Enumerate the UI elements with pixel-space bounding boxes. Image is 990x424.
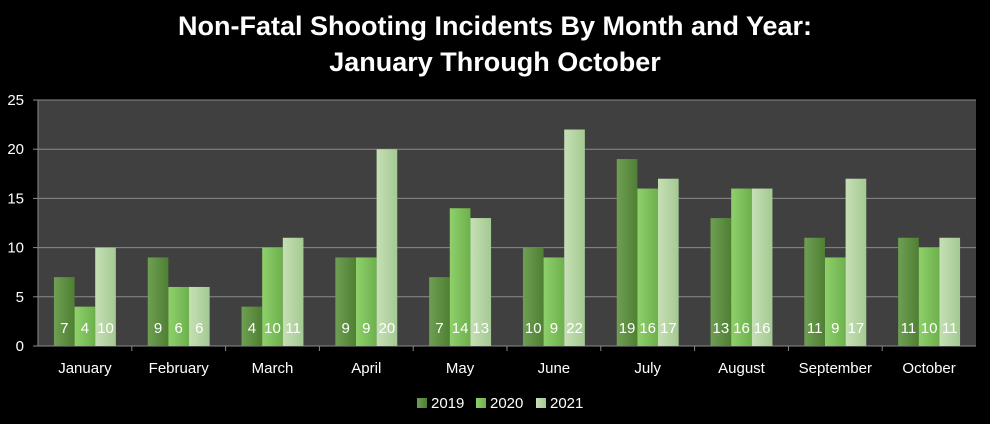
data-label: 16	[733, 320, 750, 337]
bar-2020-september	[824, 257, 846, 346]
data-label: 9	[362, 320, 370, 337]
data-label: 10	[525, 320, 542, 337]
bar-2021-march	[282, 237, 304, 346]
data-label: 9	[154, 320, 162, 337]
x-tick-label: January	[58, 360, 112, 377]
bar-2020-august	[731, 188, 752, 346]
data-label: 16	[754, 320, 771, 337]
bar-2019-february	[147, 257, 169, 346]
bar-2020-october	[918, 247, 940, 346]
legend-swatch-2021	[536, 398, 546, 408]
data-label: 11	[901, 320, 917, 337]
y-axis-ticks: 0 5 10 15 20 25	[7, 92, 38, 355]
bar-2019-may	[429, 277, 450, 346]
data-label: 7	[60, 320, 68, 337]
y-tick-label: 25	[7, 92, 24, 109]
bar-2020-july	[637, 188, 659, 346]
data-label: 20	[379, 320, 396, 337]
legend-label-2019: 2019	[431, 395, 464, 412]
bar-2019-march	[241, 306, 263, 346]
bar-2020-april	[355, 257, 377, 346]
data-label: 9	[341, 320, 349, 337]
bar-2020-may	[449, 208, 471, 346]
data-label: 4	[81, 320, 89, 337]
x-tick-label: March	[252, 360, 294, 377]
x-tick-label: August	[718, 360, 766, 377]
bar-2019-september	[804, 237, 825, 346]
data-label: 7	[435, 320, 443, 337]
bar-2021-january	[95, 247, 116, 346]
bar-2019-january	[53, 277, 75, 346]
bar-2021-october	[939, 237, 961, 346]
legend-label-2020: 2020	[490, 395, 523, 412]
chart-subtitle: January Through October	[329, 47, 661, 77]
bar-2021-july	[658, 178, 679, 346]
data-label: 17	[660, 320, 677, 337]
data-label: 14	[452, 320, 469, 337]
bar-2020-february	[168, 286, 190, 346]
bar-2021-may	[470, 218, 492, 346]
bar-2021-february	[189, 286, 210, 346]
x-tick-label: October	[902, 360, 955, 377]
data-label: 6	[195, 320, 203, 337]
bar-2021-august	[751, 188, 773, 346]
bar-2019-june	[522, 247, 544, 346]
data-label: 11	[285, 320, 301, 337]
y-tick-label: 0	[16, 338, 24, 355]
x-tick-label: May	[446, 360, 475, 377]
bars	[53, 129, 961, 346]
x-tick-label: April	[351, 360, 381, 377]
bar-2020-june	[543, 257, 565, 346]
data-label: 13	[472, 320, 489, 337]
chart-title: Non-Fatal Shooting Incidents By Month an…	[178, 11, 812, 41]
data-label: 9	[550, 320, 558, 337]
legend-label-2021: 2021	[550, 395, 583, 412]
data-label: 19	[619, 320, 636, 337]
legend: 2019 2020 2021	[417, 395, 583, 412]
data-label: 6	[175, 320, 183, 337]
x-tick-label: September	[799, 360, 872, 377]
legend-swatch-2019	[417, 398, 427, 408]
bar-2020-january	[74, 306, 96, 346]
x-axis-ticks: January February March April May June July Augu…	[58, 346, 956, 377]
data-label: 16	[639, 320, 656, 337]
bar-2021-september	[845, 178, 867, 346]
y-tick-label: 5	[16, 289, 24, 306]
data-label: 9	[831, 320, 839, 337]
bar-2021-june	[564, 129, 585, 346]
x-tick-label: June	[538, 360, 571, 377]
bar-2019-august	[710, 218, 732, 346]
data-label: 10	[97, 320, 114, 337]
y-tick-label: 15	[7, 190, 24, 207]
data-label: 10	[264, 320, 281, 337]
bar-2020-march	[262, 247, 283, 346]
y-tick-label: 10	[7, 240, 24, 257]
data-label: 10	[921, 320, 938, 337]
data-label: 22	[566, 320, 583, 337]
bar-2021-april	[376, 149, 398, 346]
x-tick-label: July	[634, 360, 661, 377]
data-label: 11	[942, 320, 958, 337]
x-tick-label: February	[149, 360, 210, 377]
data-label: 17	[848, 320, 865, 337]
bar-2019-april	[335, 257, 356, 346]
bar-2019-october	[898, 237, 919, 346]
data-label: 4	[248, 320, 256, 337]
data-labels: 7 4 10 9 6 6 4 10 11 9 9 20 7 14 13 10 9 22 19 16 17 13 16 16 11…	[60, 320, 957, 337]
data-label: 11	[807, 320, 823, 337]
bar-2019-july	[616, 159, 638, 346]
y-tick-label: 20	[7, 141, 24, 158]
data-label: 13	[713, 320, 730, 337]
legend-swatch-2020	[476, 398, 486, 408]
